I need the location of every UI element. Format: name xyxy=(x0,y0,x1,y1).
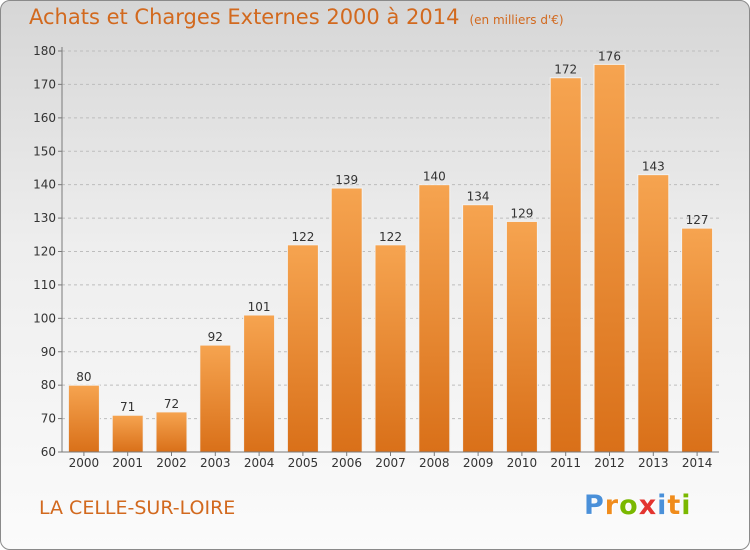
data-label: 92 xyxy=(208,330,223,344)
bar xyxy=(505,220,538,453)
bar xyxy=(199,344,232,453)
x-tick-label: 2012 xyxy=(594,456,625,470)
data-label: 129 xyxy=(510,206,533,220)
x-tick-label: 2006 xyxy=(331,456,362,470)
y-tick-label: 170 xyxy=(33,77,56,91)
y-tick-label: 160 xyxy=(33,111,56,125)
y-tick-label: 90 xyxy=(41,345,56,359)
x-tick-label: 2007 xyxy=(375,456,406,470)
y-tick-label: 80 xyxy=(41,378,56,392)
proxiti-logo: Proxiti xyxy=(584,490,692,521)
logo-letter: i xyxy=(657,490,668,521)
x-tick-label: 2000 xyxy=(69,456,100,470)
x-tick-label: 2005 xyxy=(288,456,319,470)
bar xyxy=(681,227,714,453)
data-label: 71 xyxy=(120,400,135,414)
logo-letter: t xyxy=(667,490,682,521)
bar xyxy=(374,244,407,453)
bar xyxy=(111,414,144,453)
bar xyxy=(418,184,451,453)
x-tick-label: 2014 xyxy=(682,456,713,470)
logo-letter: o xyxy=(619,490,639,521)
chart-title-block: Achats et Charges Externes 2000 à 2014 (e… xyxy=(29,5,564,29)
logo-letter: r xyxy=(604,490,620,521)
x-tick-label: 2010 xyxy=(507,456,538,470)
bar xyxy=(243,314,276,453)
x-tick-label: 2001 xyxy=(112,456,143,470)
x-tick-label: 2004 xyxy=(244,456,275,470)
logo-letter: i xyxy=(681,490,692,521)
y-tick-label: 70 xyxy=(41,412,56,426)
bar xyxy=(593,63,626,453)
y-tick-label: 140 xyxy=(33,178,56,192)
data-label: 176 xyxy=(598,49,621,63)
data-label: 122 xyxy=(379,230,402,244)
x-tick-label: 2008 xyxy=(419,456,450,470)
data-label: 134 xyxy=(467,190,490,204)
x-tick-label: 2002 xyxy=(156,456,187,470)
y-tick-label: 120 xyxy=(33,245,56,259)
x-tick-label: 2009 xyxy=(463,456,494,470)
bar xyxy=(330,187,363,453)
logo-letter: x xyxy=(638,490,658,521)
data-labels: 80 71 72 92 101 122 139 122 140 134 129 172 176 143 12… xyxy=(76,49,708,414)
data-label: 80 xyxy=(76,370,91,384)
y-tick-label: 100 xyxy=(33,311,56,325)
data-label: 139 xyxy=(335,173,358,187)
bar xyxy=(155,411,188,453)
x-tick-label: 2003 xyxy=(200,456,231,470)
y-tick-label: 130 xyxy=(33,211,56,225)
data-label: 172 xyxy=(554,63,577,77)
data-label: 122 xyxy=(291,230,314,244)
data-label: 143 xyxy=(642,160,665,174)
bar xyxy=(67,384,100,453)
y-tick-label: 110 xyxy=(33,278,56,292)
commune-name: LA CELLE-SUR-LOIRE xyxy=(39,497,236,519)
y-tick-label: 180 xyxy=(33,44,56,58)
x-tick-label: 2013 xyxy=(638,456,669,470)
y-tick-label: 150 xyxy=(33,144,56,158)
bar xyxy=(286,244,319,453)
y-tick-label: 60 xyxy=(41,445,56,459)
x-tick-label: 2011 xyxy=(550,456,581,470)
data-label: 127 xyxy=(686,213,709,227)
data-label: 140 xyxy=(423,170,446,184)
chart-title: Achats et Charges Externes 2000 à 2014 xyxy=(29,5,460,29)
logo-letter: P xyxy=(584,490,605,521)
data-label: 72 xyxy=(164,397,179,411)
bar xyxy=(637,174,670,453)
bars xyxy=(67,63,714,453)
chart-subtitle: (en milliers d'€) xyxy=(469,13,564,27)
bar xyxy=(462,204,495,453)
axes: 60 70 80 90 100 110 120 130 140 150 160 170 180 2000 2… xyxy=(33,44,719,470)
data-label: 101 xyxy=(248,300,271,314)
bar xyxy=(549,77,582,453)
